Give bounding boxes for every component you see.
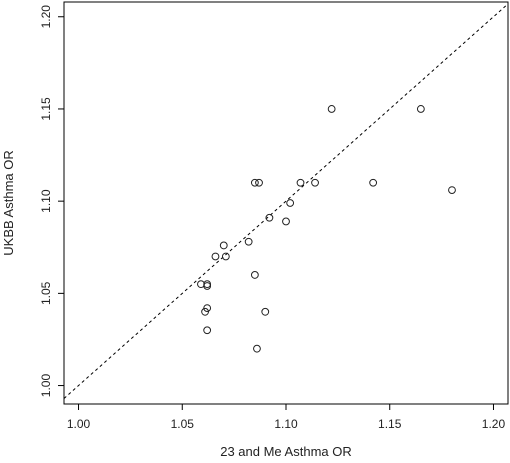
data-point (416, 105, 425, 113)
x-tick-label: 1.10 (274, 417, 298, 431)
y-tick-label: 1.05 (39, 281, 53, 305)
x-tick-label: 1.00 (67, 417, 91, 431)
data-points (197, 105, 456, 353)
x-tick-label: 1.15 (378, 417, 402, 431)
data-point (296, 178, 305, 187)
y-axis-label: UKBB Asthma OR (1, 150, 16, 255)
data-point (265, 213, 274, 222)
data-point (369, 178, 378, 187)
x-tick-label: 1.05 (171, 417, 195, 431)
y-tick-label: 1.10 (39, 189, 53, 213)
data-point (219, 241, 228, 250)
reference-line (63, 3, 509, 399)
reference-line-group (63, 3, 509, 399)
data-point (203, 280, 212, 289)
y-axis: 1.00 1.05 1.10 1.15 1.20 (39, 5, 64, 397)
data-point (255, 178, 263, 187)
data-point (282, 217, 290, 226)
data-point (448, 186, 456, 194)
y-tick-label: 1.00 (39, 374, 53, 398)
data-point (203, 326, 212, 335)
data-point (201, 307, 209, 316)
data-point (203, 304, 212, 313)
x-axis-label: 23 and Me Asthma OR (220, 444, 352, 459)
data-point (250, 271, 259, 279)
y-tick-label: 1.20 (39, 5, 53, 29)
data-point (261, 307, 270, 316)
plot-frame (63, 1, 509, 405)
data-point (211, 252, 220, 261)
data-point (327, 105, 336, 113)
y-tick-label: 1.15 (39, 97, 53, 121)
x-tick-label: 1.20 (482, 417, 506, 431)
data-point (253, 344, 261, 353)
data-point (311, 178, 319, 187)
data-point (244, 237, 253, 246)
data-point (221, 252, 230, 261)
x-axis: 1.00 1.05 1.10 1.15 1.20 (67, 404, 506, 431)
data-point (250, 178, 259, 187)
data-point (286, 199, 295, 207)
